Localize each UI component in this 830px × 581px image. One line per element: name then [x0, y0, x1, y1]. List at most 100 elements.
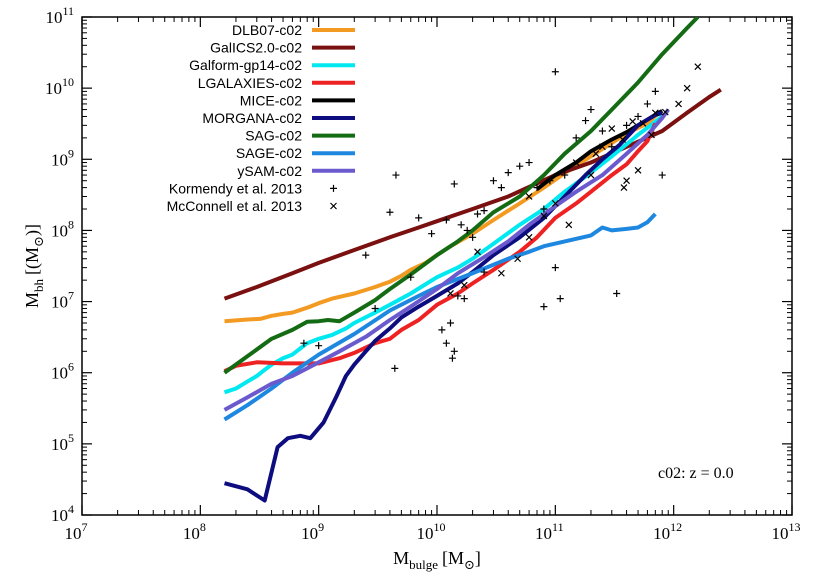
data-point-cross: [648, 131, 655, 139]
data-point-plus: [386, 208, 394, 216]
x-tick-label: 1010: [417, 520, 446, 543]
y-tick-label: 108: [51, 217, 74, 240]
legend-label: MORGANA-c02: [202, 110, 302, 126]
data-point-plus: [392, 171, 400, 179]
x-tick-label: 1013: [772, 520, 801, 543]
series-line-galics2-0-c02: [223, 88, 722, 301]
data-point-cross: [474, 248, 481, 256]
data-point-cross: [675, 100, 682, 108]
y-tick-label: 1011: [45, 4, 74, 27]
data-point-plus: [480, 268, 488, 276]
legend-label: MICE-c02: [240, 92, 302, 108]
data-point-plus: [551, 264, 559, 272]
data-point-cross: [620, 184, 628, 192]
data-point-cross: [608, 125, 616, 133]
data-point-plus: [516, 162, 524, 170]
data-point-plus: [582, 117, 590, 125]
data-point-plus: [608, 143, 616, 151]
series-layer: [223, 17, 722, 503]
data-point-plus: [474, 210, 482, 218]
data-point-plus: [315, 342, 323, 350]
observation-points: [300, 63, 702, 372]
data-point-cross: [661, 108, 669, 116]
data-point-cross: [497, 269, 505, 277]
data-point-plus: [551, 68, 559, 76]
redshift-annotation: c02: z = 0.0: [658, 465, 734, 482]
data-point-cross: [572, 159, 580, 166]
data-point-cross: [525, 233, 533, 241]
data-point-plus: [572, 134, 580, 142]
data-point-plus: [460, 295, 468, 303]
series-line-dlb07-c02: [224, 111, 661, 324]
data-point-cross: [460, 281, 468, 289]
data-point-plus: [623, 121, 631, 129]
x-tick-label: 108: [183, 520, 206, 543]
series-line-sage-c02: [223, 212, 657, 422]
series-line-morgana-c02: [223, 110, 663, 503]
data-point-plus: [450, 180, 458, 188]
data-point-plus: [448, 354, 456, 362]
data-point-cross: [651, 109, 659, 117]
y-tick-label: 109: [51, 146, 74, 169]
data-point-cross: [592, 150, 600, 158]
legend-label: GalICS2.0-c02: [210, 40, 302, 56]
x-tick-label: 107: [65, 520, 88, 543]
data-point-plus: [497, 184, 505, 192]
data-point-plus: [489, 177, 497, 185]
data-point-plus: [442, 339, 450, 347]
x-tick-label: 1011: [535, 520, 564, 543]
data-point-plus: [540, 205, 548, 213]
data-point-cross: [634, 166, 642, 174]
x-tick-label: 1012: [653, 520, 682, 543]
legend-marker-plus: [330, 184, 337, 192]
data-point-plus: [446, 319, 454, 327]
data-point-plus: [407, 273, 415, 281]
data-point-plus: [438, 326, 446, 334]
data-point-plus: [651, 87, 659, 95]
legend-label: LGALAXIES-c02: [198, 75, 302, 91]
data-point-plus: [556, 295, 564, 303]
data-point-cross: [619, 136, 626, 143]
y-axis-title: Mbh[(M⊙)]: [22, 224, 46, 308]
axis-ticks: 107 108 109 1010 1011 1012 1013 104 105 106 107 108…: [45, 4, 801, 543]
data-point-plus: [371, 304, 379, 312]
y-tick-label: 106: [51, 360, 74, 383]
y-tick-label: 1010: [45, 75, 74, 98]
legend-marker-cross: [330, 202, 337, 210]
data-point-plus: [450, 347, 458, 355]
data-point-plus: [504, 169, 512, 177]
data-point-plus: [457, 221, 465, 229]
data-point-cross: [694, 63, 702, 71]
data-point-plus: [598, 127, 606, 135]
series-points-kormendy-et-al-2013: [300, 68, 666, 372]
legend-label: ySAM-c02: [237, 163, 302, 179]
plot-area-frame: [81, 16, 793, 516]
data-point-plus: [658, 171, 666, 179]
series-line-sag-c02: [223, 17, 700, 375]
data-point-cross: [623, 177, 631, 185]
data-point-plus: [533, 184, 541, 192]
data-point-cross: [525, 193, 533, 200]
data-point-cross: [565, 221, 573, 229]
data-point-plus: [561, 171, 569, 179]
data-point-plus: [428, 230, 436, 238]
data-point-plus: [300, 339, 308, 347]
data-point-plus: [525, 159, 533, 167]
data-point-cross: [587, 171, 595, 179]
legend-label: SAG-c02: [245, 128, 302, 144]
data-point-plus: [540, 303, 548, 311]
data-point-cross: [683, 84, 691, 92]
series-line-galform-gp14-c02: [223, 114, 664, 395]
y-tick-label: 107: [51, 289, 74, 312]
data-point-plus: [362, 251, 370, 259]
data-point-cross: [639, 119, 647, 127]
data-point-plus: [587, 106, 595, 114]
data-point-plus: [643, 100, 651, 108]
data-point-cross: [629, 118, 637, 125]
data-point-plus: [546, 177, 554, 185]
legend-label: DLB07-c02: [232, 22, 302, 38]
data-point-plus: [415, 214, 423, 222]
series-points-mcconnell-et-al-2013: [447, 63, 702, 297]
